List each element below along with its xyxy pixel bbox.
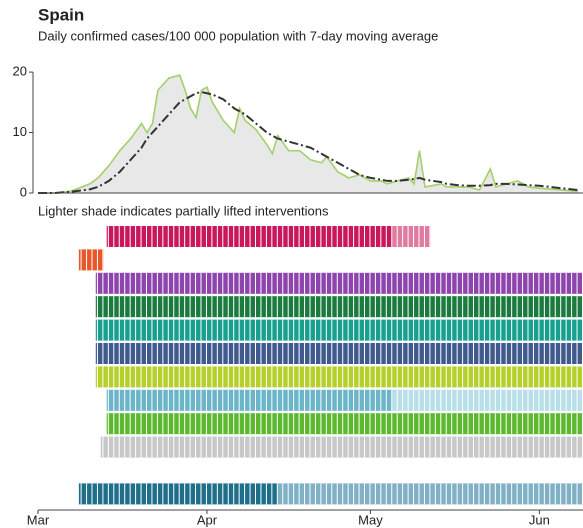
day-stripes: [106, 389, 583, 411]
chart-title: Spain: [38, 5, 84, 24]
series-line: [38, 74, 578, 194]
y-tick-label: 10: [13, 124, 27, 139]
day-stripes: [95, 366, 583, 388]
day-stripes: [95, 319, 583, 341]
area: [38, 74, 578, 194]
x-tick-label: May: [358, 512, 383, 527]
y-tick-label: 0: [20, 184, 27, 199]
day-stripes: [106, 413, 583, 435]
series-line: [38, 91, 578, 194]
day-stripes: [95, 272, 583, 294]
day-stripes: [95, 343, 583, 364]
day-stripes: [106, 226, 431, 247]
x-tick-label: Apr: [197, 512, 218, 527]
y-tick-label: 20: [13, 64, 27, 79]
note: Lighter shade indicates partially lifted…: [38, 203, 329, 218]
day-stripes: [100, 436, 583, 458]
chart-subtitle: Daily confirmed cases/100 000 population…: [38, 28, 438, 43]
day-stripes: [78, 249, 104, 271]
day-stripes: [95, 296, 583, 318]
x-tick-label: Jun: [529, 512, 550, 527]
day-stripes: [78, 483, 583, 505]
x-tick-label: Mar: [27, 512, 50, 527]
